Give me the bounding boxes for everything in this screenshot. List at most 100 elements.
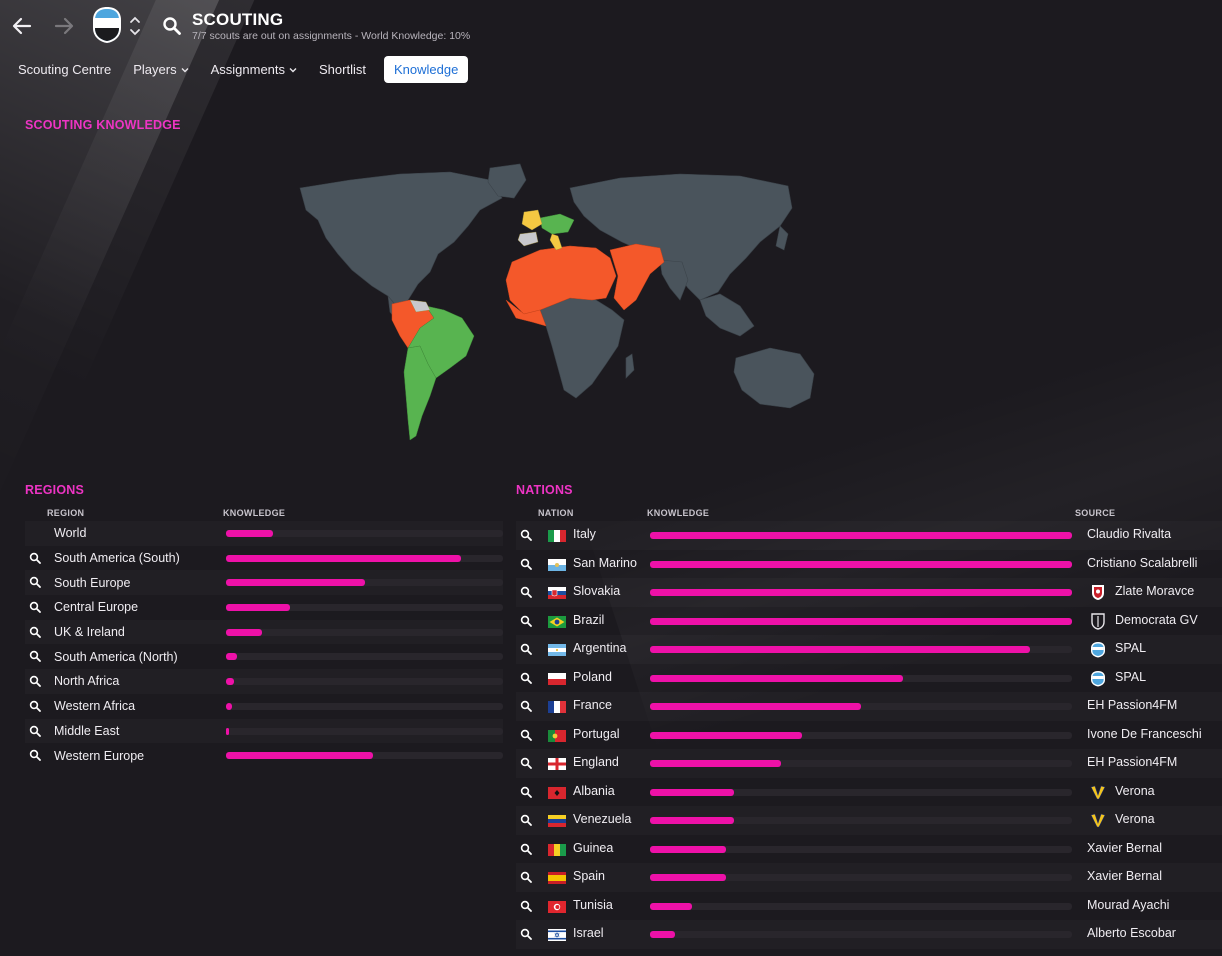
nations-col-source: SOURCE (1075, 508, 1116, 518)
region-row[interactable]: Middle East (25, 719, 503, 744)
nation-row[interactable]: Slovakia Zlate Moravce (516, 578, 1222, 607)
region-row[interactable]: Western Africa (25, 694, 503, 719)
region-name: UK & Ireland (54, 625, 125, 640)
nation-row[interactable]: Guinea Xavier Bernal (516, 835, 1222, 864)
search-icon[interactable] (29, 626, 41, 638)
nation-source[interactable]: Verona (1115, 812, 1155, 826)
nation-source[interactable]: Zlate Moravce (1115, 584, 1195, 598)
nation-row[interactable]: Poland SPAL (516, 664, 1222, 693)
tab-knowledge[interactable]: Knowledge (383, 56, 469, 83)
nation-knowledge-fill (650, 817, 735, 824)
tab-label: Players (133, 62, 177, 77)
search-icon[interactable] (29, 552, 41, 564)
nation-row[interactable]: France EH Passion4FM (516, 692, 1222, 721)
chevron-down-icon (289, 67, 297, 72)
nation-source[interactable]: SPAL (1115, 641, 1147, 655)
region-row[interactable]: UK & Ireland (25, 620, 503, 645)
search-icon[interactable] (29, 650, 41, 663)
search-icon[interactable] (520, 757, 532, 769)
nation-row[interactable]: Tunisia Mourad Ayachi (516, 892, 1222, 921)
nation-source[interactable]: Xavier Bernal (1087, 840, 1163, 855)
search-icon[interactable] (520, 843, 532, 855)
search-icon[interactable] (29, 749, 41, 762)
search-icon[interactable] (520, 729, 532, 741)
region-row[interactable]: South America (North) (25, 644, 503, 669)
nation-row[interactable]: Portugal Ivone De Franceschi (516, 721, 1222, 750)
map-asia (569, 173, 793, 301)
search-icon[interactable] (520, 786, 532, 798)
search-icon[interactable] (520, 558, 532, 570)
tab-shortlist[interactable]: Shortlist (309, 56, 376, 83)
nation-row[interactable]: Albania Verona (516, 778, 1222, 807)
search-icon[interactable] (520, 928, 532, 940)
tab-scouting-centre[interactable]: Scouting Centre (8, 56, 121, 83)
region-knowledge-bar (226, 554, 503, 562)
map-africa-south (539, 297, 625, 399)
nation-source[interactable]: Xavier Bernal (1087, 869, 1163, 883)
region-row[interactable]: South America (South) (25, 546, 503, 571)
search-icon[interactable] (162, 16, 182, 36)
search-icon[interactable] (29, 675, 41, 688)
map-venezuela (409, 299, 431, 313)
england-flag-icon (548, 758, 566, 770)
nation-row[interactable]: Argentina SPAL (516, 635, 1222, 664)
search-icon[interactable] (29, 700, 41, 712)
nation-knowledge-bar (650, 617, 1072, 625)
nation-source[interactable]: Claudio Rivalta (1087, 527, 1172, 541)
nations-list: Italy Claudio Rivalta San Marino Cristiano … (516, 521, 1222, 949)
club-crest-icon[interactable] (92, 6, 122, 44)
nation-source[interactable]: Alberto Escobar (1087, 926, 1176, 940)
map-middle-east (609, 243, 665, 311)
search-icon[interactable] (29, 725, 41, 737)
nation-name: France (573, 698, 612, 712)
nation-knowledge-fill (650, 646, 1030, 653)
nation-row[interactable]: Brazil Democrata GV (516, 607, 1222, 636)
search-icon[interactable] (520, 529, 532, 541)
nation-row[interactable]: Venezuela Verona (516, 806, 1222, 835)
search-icon[interactable] (520, 672, 532, 684)
club-switch-chevron-icon[interactable] (129, 14, 141, 38)
nation-source[interactable]: Ivone De Franceschi (1087, 726, 1202, 741)
nation-knowledge-fill (650, 760, 781, 767)
nation-name: Argentina (573, 641, 627, 655)
nation-row[interactable]: San Marino Cristiano Scalabrelli (516, 550, 1222, 579)
nation-knowledge-fill (650, 532, 1072, 539)
nation-source[interactable]: Cristiano Scalabrelli (1087, 555, 1198, 570)
search-icon[interactable] (520, 814, 532, 826)
search-icon[interactable] (520, 643, 532, 655)
region-row[interactable]: South Europe (25, 570, 503, 595)
nation-source[interactable]: Democrata GV (1115, 612, 1198, 627)
map-madagascar (625, 353, 635, 379)
nation-source[interactable]: SPAL (1115, 669, 1147, 684)
tab-players[interactable]: Players (123, 56, 198, 83)
forward-arrow-icon[interactable] (52, 14, 76, 38)
region-row[interactable]: Central Europe (25, 595, 503, 620)
tab-assignments[interactable]: Assignments (201, 56, 307, 83)
search-icon[interactable] (520, 871, 532, 883)
nation-source[interactable]: Verona (1115, 783, 1155, 798)
region-row[interactable]: World (25, 521, 503, 546)
nation-source[interactable]: EH Passion4FM (1087, 698, 1178, 712)
nation-row[interactable]: Israel Alberto Escobar (516, 920, 1222, 949)
back-arrow-icon[interactable] (10, 14, 34, 38)
region-row[interactable]: North Africa (25, 669, 503, 694)
region-name: Central Europe (54, 600, 139, 615)
nation-knowledge-fill (650, 589, 1072, 596)
search-icon[interactable] (29, 576, 41, 589)
regions-list: World South America (South) South Europe Ce… (25, 521, 503, 768)
nation-source[interactable]: EH Passion4FM (1087, 755, 1178, 769)
nation-row[interactable]: Spain Xavier Bernal (516, 863, 1222, 892)
region-knowledge-fill (226, 530, 274, 537)
argentina-flag-icon (548, 644, 566, 656)
nation-row[interactable]: Italy Claudio Rivalta (516, 521, 1222, 550)
world-knowledge-map[interactable] (240, 150, 880, 450)
search-icon[interactable] (29, 601, 41, 613)
search-icon[interactable] (520, 700, 532, 712)
nation-source[interactable]: Mourad Ayachi (1087, 897, 1170, 912)
search-icon[interactable] (520, 900, 532, 912)
tab-label: Scouting Centre (18, 62, 112, 77)
nation-row[interactable]: England EH Passion4FM (516, 749, 1222, 778)
search-icon[interactable] (520, 615, 532, 627)
region-row[interactable]: Western Europe (25, 743, 503, 768)
search-icon[interactable] (520, 586, 532, 598)
